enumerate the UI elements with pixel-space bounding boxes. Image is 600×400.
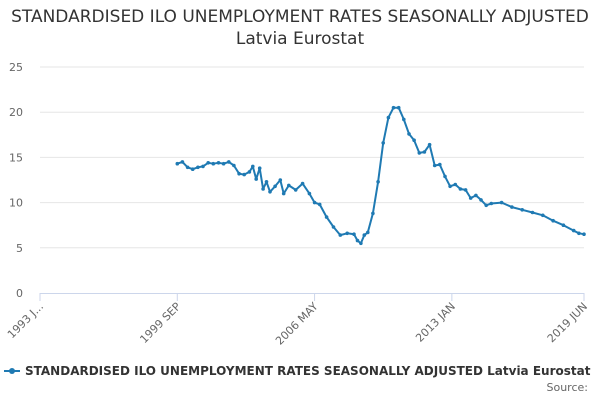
data-point[interactable] xyxy=(541,213,545,218)
data-point[interactable] xyxy=(432,163,437,168)
x-axis-labels: 1993 J... 1999 SEP 2006 MAY 2013 JAN 2019 JU… xyxy=(5,300,590,348)
data-point[interactable] xyxy=(391,105,396,110)
legend-item[interactable]: STANDARDISED ILO UNEMPLOYMENT RATES SEAS… xyxy=(4,362,590,380)
grid-lines xyxy=(40,66,584,249)
data-point[interactable] xyxy=(489,201,494,206)
x-tick-label: 2013 JAN xyxy=(413,300,458,345)
data-point[interactable] xyxy=(307,191,312,196)
data-point[interactable] xyxy=(484,203,489,208)
data-point[interactable] xyxy=(412,138,416,142)
data-point[interactable] xyxy=(345,231,350,236)
data-point[interactable] xyxy=(352,232,356,236)
data-point[interactable] xyxy=(530,210,535,215)
data-point[interactable] xyxy=(510,205,514,209)
x-tick-label: 2006 MAY xyxy=(273,300,321,348)
x-axis xyxy=(39,293,585,301)
data-point[interactable] xyxy=(338,233,343,237)
y-tick-label: 5 xyxy=(16,242,23,255)
data-point[interactable] xyxy=(427,142,432,147)
data-point[interactable] xyxy=(355,238,360,243)
data-point[interactable] xyxy=(463,188,468,192)
data-point[interactable] xyxy=(366,230,370,235)
legend-label: STANDARDISED ILO UNEMPLOYMENT RATES SEAS… xyxy=(25,364,591,378)
data-point[interactable] xyxy=(300,181,305,186)
y-tick-label: 15 xyxy=(9,151,23,164)
data-point[interactable] xyxy=(190,167,195,171)
data-point[interactable] xyxy=(402,117,406,122)
data-point[interactable] xyxy=(453,182,458,187)
data-point[interactable] xyxy=(251,164,255,169)
data-point[interactable] xyxy=(331,225,336,229)
data-point[interactable] xyxy=(499,200,504,205)
data-point[interactable] xyxy=(237,171,241,176)
data-point[interactable] xyxy=(381,141,386,145)
data-point[interactable] xyxy=(281,191,286,196)
data-point[interactable] xyxy=(474,193,478,198)
data-point[interactable] xyxy=(317,202,322,207)
data-point[interactable] xyxy=(577,231,581,236)
data-point[interactable] xyxy=(571,228,576,233)
data-point[interactable] xyxy=(287,183,291,188)
y-axis-labels: 0 5 10 15 20 25 xyxy=(9,61,23,300)
source-label: Source: xyxy=(546,381,589,394)
data-point[interactable] xyxy=(180,160,185,164)
data-point[interactable] xyxy=(257,166,262,170)
data-point[interactable] xyxy=(254,177,258,181)
data-point[interactable] xyxy=(242,172,246,177)
data-point[interactable] xyxy=(232,163,236,168)
x-tick-label: 2019 JUN xyxy=(545,300,590,345)
data-point[interactable] xyxy=(438,162,442,167)
data-point[interactable] xyxy=(407,132,411,136)
legend-dot xyxy=(9,368,15,374)
data-point[interactable] xyxy=(312,200,317,205)
data-point[interactable] xyxy=(185,165,190,170)
data-point[interactable] xyxy=(396,105,401,110)
data-point[interactable] xyxy=(206,161,210,165)
data-point[interactable] xyxy=(196,165,200,170)
data-point[interactable] xyxy=(362,233,367,237)
data-point[interactable] xyxy=(376,180,380,184)
data-point[interactable] xyxy=(520,208,524,212)
data-point[interactable] xyxy=(417,151,422,155)
x-tick-label: 1999 SEP xyxy=(137,300,183,346)
data-point[interactable] xyxy=(227,160,231,164)
y-tick-label: 10 xyxy=(9,197,23,210)
data-point[interactable] xyxy=(268,190,272,194)
y-tick-label: 20 xyxy=(9,106,23,119)
series-group[interactable] xyxy=(175,105,586,246)
data-point[interactable] xyxy=(468,196,473,200)
data-point[interactable] xyxy=(479,198,483,202)
data-point[interactable] xyxy=(221,161,226,166)
legend-line-marker-icon xyxy=(4,365,20,377)
data-point[interactable] xyxy=(293,188,298,192)
data-point[interactable] xyxy=(278,178,283,182)
data-point[interactable] xyxy=(422,150,427,154)
x-tick-label: 1993 J... xyxy=(5,300,46,341)
data-point[interactable] xyxy=(582,232,586,236)
data-point[interactable] xyxy=(324,215,329,219)
y-tick-label: 0 xyxy=(16,287,23,300)
data-point[interactable] xyxy=(561,223,566,227)
data-point[interactable] xyxy=(386,115,391,120)
data-point[interactable] xyxy=(371,211,375,216)
data-point[interactable] xyxy=(175,161,180,166)
data-point[interactable] xyxy=(458,187,463,191)
data-point[interactable] xyxy=(273,184,277,189)
series-line[interactable] xyxy=(176,106,585,245)
data-point[interactable] xyxy=(216,161,221,165)
y-tick-label: 25 xyxy=(9,61,23,74)
data-point[interactable] xyxy=(359,241,363,246)
chart-title: STANDARDISED ILO UNEMPLOYMENT RATES SEAS… xyxy=(11,7,589,49)
data-point[interactable] xyxy=(201,164,205,169)
data-point[interactable] xyxy=(264,180,269,184)
data-point[interactable] xyxy=(211,161,216,166)
data-point[interactable] xyxy=(551,218,555,223)
data-point[interactable] xyxy=(247,170,252,174)
data-point[interactable] xyxy=(448,184,452,189)
data-point[interactable] xyxy=(261,187,265,191)
data-point[interactable] xyxy=(443,174,447,179)
